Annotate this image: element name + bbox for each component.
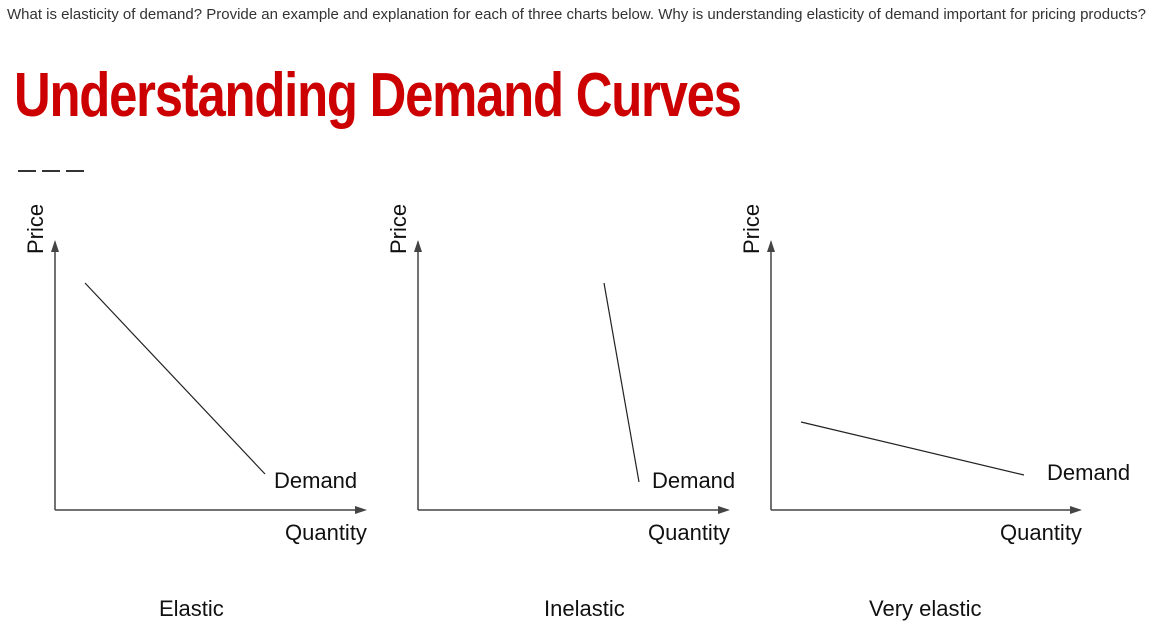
y-axis-arrowhead [51, 240, 59, 252]
y-axis-arrowhead [414, 240, 422, 252]
dash [66, 170, 84, 172]
y-axis-label: Price [386, 204, 411, 254]
demand-label: Demand [652, 468, 735, 493]
chart-inelastic: Price Demand Quantity Inelastic [386, 204, 735, 621]
demand-curve [84, 282, 266, 475]
demand-curve [603, 282, 640, 483]
dash [42, 170, 60, 172]
x-axis-arrowhead [1070, 506, 1082, 514]
x-axis-arrowhead [718, 506, 730, 514]
x-axis-label: Quantity [648, 520, 730, 545]
demand-curve [800, 421, 1025, 476]
x-axis-arrowhead [355, 506, 367, 514]
x-axis-label: Quantity [1000, 520, 1082, 545]
chart-elastic: Price Demand Quantity Elastic [23, 204, 367, 621]
dash [18, 170, 36, 172]
chart-caption: Elastic [159, 596, 224, 621]
y-axis-label: Price [23, 204, 48, 254]
chart-caption: Very elastic [869, 596, 982, 621]
demand-label: Demand [1047, 460, 1130, 485]
chart-caption: Inelastic [544, 596, 625, 621]
y-axis-arrowhead [767, 240, 775, 252]
page-title: Understanding Demand Curves [14, 61, 742, 130]
x-axis-label: Quantity [285, 520, 367, 545]
question-text: What is elasticity of demand? Provide an… [7, 6, 1146, 23]
demand-label: Demand [274, 468, 357, 493]
chart-very-elastic: Price Demand Quantity Very elastic [739, 204, 1130, 621]
title-underline-dashes [18, 170, 84, 172]
y-axis-label: Price [739, 204, 764, 254]
